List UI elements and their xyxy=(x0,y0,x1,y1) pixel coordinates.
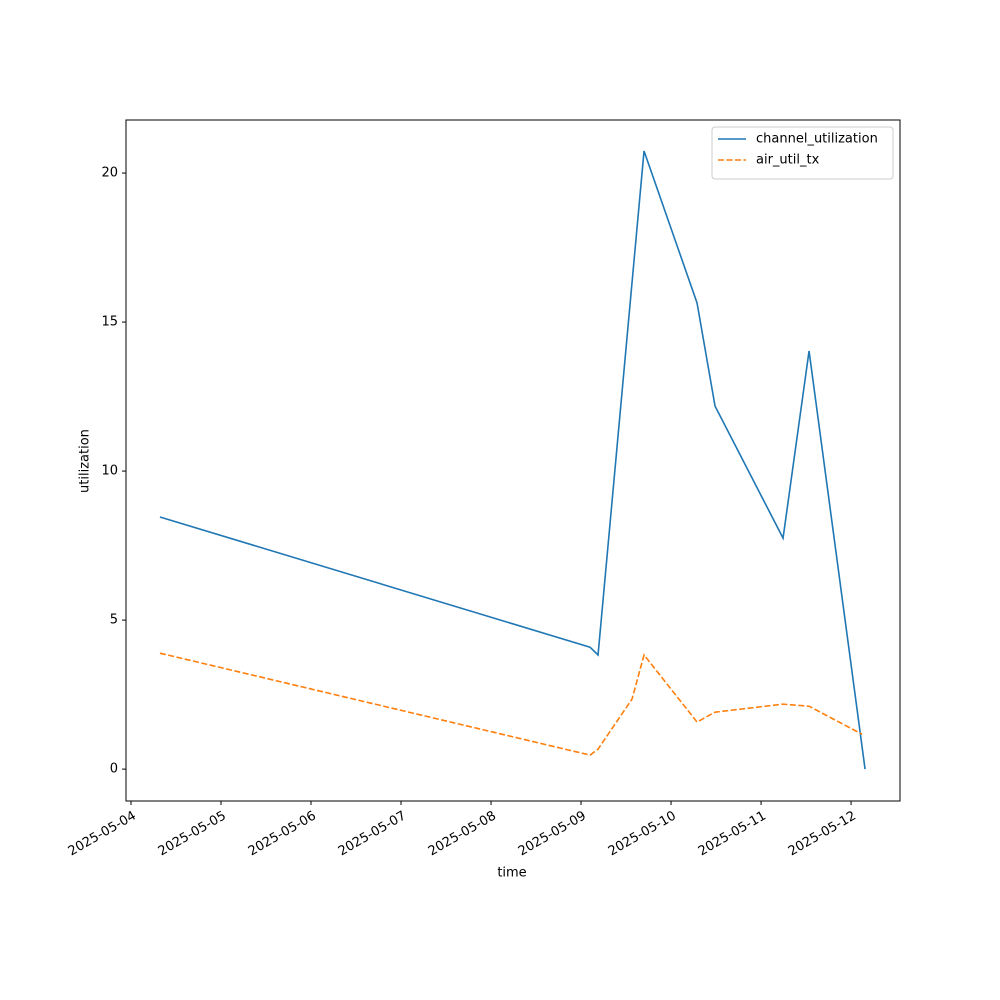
x-tick-label: 2025-05-08 xyxy=(426,809,499,860)
legend-label: air_util_tx xyxy=(756,153,820,168)
x-axis-label: time xyxy=(497,866,526,881)
x-tick-label: 2025-05-07 xyxy=(336,809,409,860)
series-line xyxy=(159,150,866,770)
x-tick-label: 2025-05-10 xyxy=(606,809,679,860)
y-tick-label: 5 xyxy=(110,613,118,628)
plot-frame xyxy=(125,119,901,802)
x-tick-label: 2025-05-05 xyxy=(156,809,229,860)
x-tick-label: 2025-05-12 xyxy=(786,809,859,860)
x-tick-label: 2025-05-04 xyxy=(66,809,139,860)
x-tick-label: 2025-05-06 xyxy=(246,809,319,860)
y-axis-label: utilization xyxy=(78,429,93,493)
y-tick-label: 10 xyxy=(101,464,118,479)
series-line xyxy=(159,652,863,756)
y-tick-label: 20 xyxy=(101,166,118,181)
x-tick-label: 2025-05-11 xyxy=(696,809,769,860)
legend-box xyxy=(711,126,894,180)
y-tick-label: 15 xyxy=(101,315,118,330)
legend-label: channel_utilization xyxy=(756,132,878,147)
y-tick-label: 0 xyxy=(110,762,118,777)
x-tick-label: 2025-05-09 xyxy=(516,809,589,860)
